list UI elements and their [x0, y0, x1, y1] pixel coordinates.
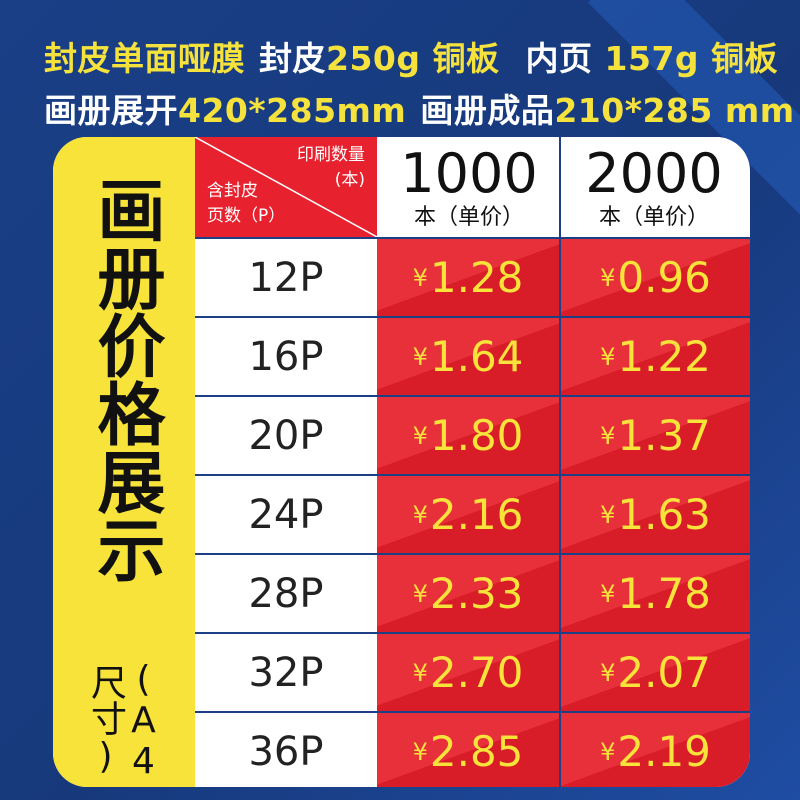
table-row: 32P ¥2.70 ¥2.07 [195, 632, 750, 711]
price-value: 1.37 [617, 411, 711, 460]
page-count-cell: 16P [195, 318, 377, 395]
corner-pages-unit: 页数（P） [207, 206, 286, 226]
price-value: 1.78 [617, 569, 711, 618]
yen-symbol: ¥ [412, 579, 428, 608]
spec-inner-paper: 铜板 [711, 39, 779, 78]
price-value: 1.63 [617, 490, 711, 539]
yen-symbol: ¥ [412, 500, 428, 529]
spec-inner-label: 内页 [525, 39, 593, 78]
page-count-cell: 36P [195, 713, 377, 787]
price-value: 0.96 [617, 253, 711, 302]
corner-quantity-unit: (本) [334, 170, 365, 190]
column-header-2000: 2000 本（单价） [562, 137, 746, 237]
column-header-1000: 1000 本（单价） [377, 137, 561, 237]
price-cell-2000: ¥0.96 [561, 239, 750, 316]
yen-symbol: ¥ [600, 263, 616, 292]
price-cell-1000: ¥2.16 [377, 476, 559, 553]
table-corner-header: 印刷数量 (本) 含封皮 页数（P） [195, 137, 377, 237]
column-divider [559, 137, 561, 787]
side-panel: 画册价格展示 (A4尺寸) [53, 137, 195, 787]
price-cell-1000: ¥2.33 [377, 555, 559, 632]
price-cell-1000: ¥2.70 [377, 634, 559, 711]
yen-symbol: ¥ [600, 342, 616, 371]
yen-symbol: ¥ [600, 658, 616, 687]
table-row: 16P ¥1.64 ¥1.22 [195, 316, 750, 395]
spec-finished-size: 210*285 mm [554, 91, 795, 130]
spec-open-size: 420*285mm [178, 91, 407, 130]
price-cell-2000: ¥2.07 [561, 634, 750, 711]
table-row: 24P ¥2.16 ¥1.63 [195, 474, 750, 553]
price-cell-2000: ¥1.22 [561, 318, 750, 395]
spec-inner-weight: 157g [604, 39, 700, 78]
price-value: 2.16 [429, 490, 524, 539]
table-row: 36P ¥2.85 ¥2.19 [195, 711, 750, 787]
diagonal-divider [195, 137, 377, 237]
yen-symbol: ¥ [600, 737, 616, 766]
price-cell-1000: ¥1.80 [377, 397, 559, 474]
price-cell-2000: ¥1.37 [561, 397, 750, 474]
price-value: 1.28 [429, 253, 524, 302]
column-quantity: 1000 [400, 142, 538, 205]
column-quantity: 2000 [585, 142, 723, 205]
corner-pages-text: 含封皮 [207, 181, 258, 201]
column-unit: 本（单价） [598, 205, 709, 230]
spec-finished-size-label: 画册成品 [420, 91, 555, 130]
yen-symbol: ¥ [412, 421, 428, 450]
price-value: 2.19 [617, 727, 711, 776]
column-unit: 本（单价） [413, 205, 524, 230]
page-count-cell: 32P [195, 634, 377, 711]
yen-symbol: ¥ [412, 658, 428, 687]
side-subtitle: (A4尺寸) [85, 659, 164, 782]
price-table-card: 画册价格展示 (A4尺寸) 印刷数量 (本) 含封皮 页数（P） 1000 本（… [53, 137, 750, 787]
side-title: 画册价格展示 [85, 175, 164, 583]
yen-symbol: ¥ [600, 421, 616, 450]
table-row: 20P ¥1.80 ¥1.37 [195, 395, 750, 474]
spec-cover-weight: 250g [326, 39, 421, 78]
yen-symbol: ¥ [600, 500, 616, 529]
spec-open-size-label: 画册展开 [44, 91, 178, 130]
price-cell-1000: ¥1.64 [377, 318, 559, 395]
corner-pages-label: 含封皮 页数（P） [207, 179, 285, 229]
table-row: 28P ¥2.33 ¥1.78 [195, 553, 750, 632]
price-cell-2000: ¥1.63 [561, 476, 750, 553]
price-cell-2000: ¥2.19 [561, 713, 750, 787]
price-value: 2.07 [617, 648, 711, 697]
price-value: 1.64 [429, 332, 524, 381]
page-count-cell: 28P [195, 555, 377, 632]
price-value: 1.22 [617, 332, 711, 381]
price-cell-2000: ¥1.78 [561, 555, 750, 632]
price-cell-1000: ¥2.85 [377, 713, 559, 787]
price-value: 1.80 [429, 411, 524, 460]
spec-line-1: 封皮单面哑膜 封皮250g 铜板 内页 157g 铜板 [44, 32, 778, 80]
page-count-cell: 20P [195, 397, 377, 474]
spec-cover-paper: 铜板 [432, 39, 500, 78]
spec-lamination: 封皮单面哑膜 [44, 39, 245, 78]
price-value: 2.33 [429, 569, 524, 618]
corner-quantity-text: 印刷数量 [297, 145, 365, 165]
table-row: 12P ¥1.28 ¥0.96 [195, 237, 750, 316]
yen-symbol: ¥ [412, 342, 428, 371]
price-value: 2.85 [429, 727, 524, 776]
yen-symbol: ¥ [600, 579, 616, 608]
price-value: 2.70 [429, 648, 524, 697]
page-count-cell: 12P [195, 239, 377, 316]
price-cell-1000: ¥1.28 [377, 239, 559, 316]
yen-symbol: ¥ [412, 263, 428, 292]
corner-quantity-label: 印刷数量 (本) [297, 143, 365, 193]
yen-symbol: ¥ [412, 737, 428, 766]
page-count-cell: 24P [195, 476, 377, 553]
spec-cover-label: 封皮 [259, 39, 326, 78]
spec-line-2: 画册展开420*285mm 画册成品210*285 mm [44, 84, 795, 132]
